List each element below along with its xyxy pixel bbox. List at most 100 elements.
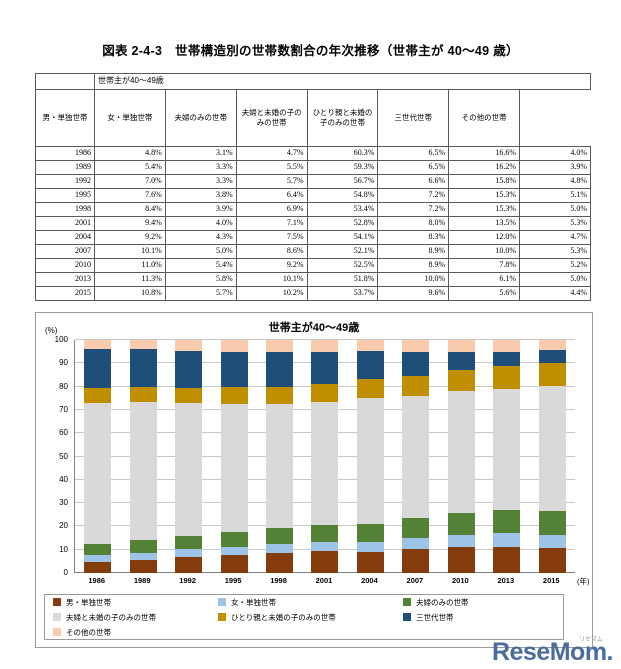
year-cell: 2013 [35, 272, 95, 287]
legend-item: 夫婦のみの世帯 [403, 597, 563, 608]
value-cell: 4.4% [519, 286, 591, 301]
bar-segment [84, 543, 112, 555]
table-group-header-row: 世帯主が40～49歳 [35, 73, 591, 90]
value-cell: 7.8% [448, 258, 521, 273]
value-cell: 7.6% [94, 188, 166, 203]
bar-segment [493, 340, 521, 352]
legend-swatch [403, 613, 411, 621]
x-axis-unit-label: (年) [577, 577, 590, 586]
bar-segment [447, 340, 475, 353]
bar-slot [484, 340, 529, 573]
bar-segment [220, 555, 248, 573]
bar-segment [356, 350, 384, 379]
bar-segment [356, 340, 384, 351]
value-cell: 3.1% [164, 146, 237, 161]
bar-segment [538, 547, 566, 573]
stacked-bar [402, 340, 430, 573]
y-tick-label: 20 [59, 521, 68, 531]
corner-cell [35, 73, 95, 90]
bar-segment [220, 387, 248, 405]
table-row: 1986 4.8% 3.1% 4.7% 60.3% 6.5% 16.6% 4.0% [35, 146, 591, 161]
legend-label: 夫婦のみの世帯 [416, 597, 469, 607]
value-cell: 3.8% [164, 188, 237, 203]
bar-segment [84, 561, 112, 573]
stacked-bar [356, 340, 384, 573]
chart-title: 世帯主が40～49歳 [268, 322, 360, 334]
plot-area [74, 339, 575, 573]
table-row: 2007 10.1% 5.0% 8.6% 52.1% 8.9% 10.0% 5.3% [35, 244, 591, 259]
legend-label: ひとり親と未婚の子のみの世帯 [231, 612, 336, 622]
value-cell: 10.0% [377, 272, 450, 287]
bar-segment [220, 404, 248, 532]
bar-segment [447, 547, 475, 573]
value-cell: 8.6% [235, 244, 308, 259]
value-cell: 6.5% [377, 146, 450, 161]
bar-segment [356, 398, 384, 525]
value-cell: 10.2% [235, 286, 308, 301]
legend-item: その他の世帯 [53, 627, 218, 638]
value-cell: 13.5% [448, 216, 521, 231]
value-cell: 7.2% [377, 202, 450, 217]
value-cell: 4.8% [519, 174, 591, 189]
value-cell: 52.8% [306, 216, 379, 231]
value-cell: 5.0% [519, 202, 591, 217]
bar-segment [538, 350, 566, 364]
value-cell: 3.3% [164, 174, 237, 189]
bar-segment [266, 544, 294, 554]
bar-segment [129, 560, 157, 573]
watermark: リセマム ReseMom. [492, 637, 614, 665]
value-cell: 5.2% [519, 258, 591, 273]
bar-slot [120, 340, 165, 573]
table-row: 2013 11.3% 5.8% 10.1% 51.8% 10.0% 6.1% 5.0% [35, 272, 591, 287]
x-tick-label: 2010 [452, 576, 469, 585]
bar-segment [129, 349, 157, 387]
bar-segment [266, 404, 294, 529]
value-cell: 3.9% [519, 160, 591, 175]
legend-swatch [218, 613, 226, 621]
bar-segment [175, 556, 203, 573]
legend-item: 男・単独世帯 [53, 597, 218, 608]
value-cell: 3.9% [164, 202, 237, 217]
bar-segment [220, 340, 248, 352]
y-tick-label: 30 [59, 498, 68, 508]
bar-segment [402, 396, 430, 518]
value-cell: 4.3% [164, 230, 237, 245]
value-cell: 60.3% [306, 146, 379, 161]
bar-slot [302, 340, 347, 573]
bar-slot [257, 340, 302, 573]
value-cell: 8.9% [377, 244, 450, 259]
column-header: 三世代世帯 [377, 89, 450, 147]
bar-segment [220, 531, 248, 547]
y-tick-label: 100 [54, 335, 68, 344]
bar-segment [356, 378, 384, 399]
year-cell: 2007 [35, 244, 95, 259]
bars [75, 340, 575, 573]
value-cell: 9.6% [377, 286, 450, 301]
table-row: 2001 9.4% 4.0% 7.1% 52.8% 8.0% 13.5% 5.3% [35, 216, 591, 231]
chart: 世帯主が40～49歳 (%) 0 10 20 30 40 50 60 70 80 90 100 19… [35, 312, 593, 648]
bar-segment [175, 388, 203, 404]
value-cell: 9.2% [94, 230, 166, 245]
x-tick-label: 1986 [88, 576, 106, 585]
watermark-sub-text: リセマム [578, 637, 603, 643]
value-cell: 53.7% [306, 286, 379, 301]
value-cell: 4.7% [235, 146, 308, 161]
bar-segment [266, 340, 294, 352]
value-cell: 7.1% [235, 216, 308, 231]
legend-swatch [403, 598, 411, 606]
bar-segment [356, 541, 384, 552]
value-cell: 5.8% [164, 272, 237, 287]
column-header: 夫婦のみの世帯 [164, 89, 237, 147]
bar-segment [84, 340, 112, 350]
value-cell: 51.8% [306, 272, 379, 287]
table-wrap: 世帯主が40～49歳 男・単独世帯 女・単独世帯 夫婦のみの世帯 夫婦と未婚の子のみの… [35, 73, 591, 301]
value-cell: 12.0% [448, 230, 521, 245]
y-tick-label: 90 [59, 358, 68, 368]
value-cell: 10.0% [448, 244, 521, 259]
bar-segment [493, 509, 521, 534]
bar-segment [493, 389, 521, 510]
page-title: 図表 2-4-3 世帯構造別の世帯数割合の年次推移（世帯主が 40～49 歳） [102, 44, 519, 58]
value-cell: 5.0% [519, 272, 591, 287]
bar-segment [84, 388, 112, 404]
legend-item: ひとり親と未婚の子のみの世帯 [218, 612, 403, 623]
